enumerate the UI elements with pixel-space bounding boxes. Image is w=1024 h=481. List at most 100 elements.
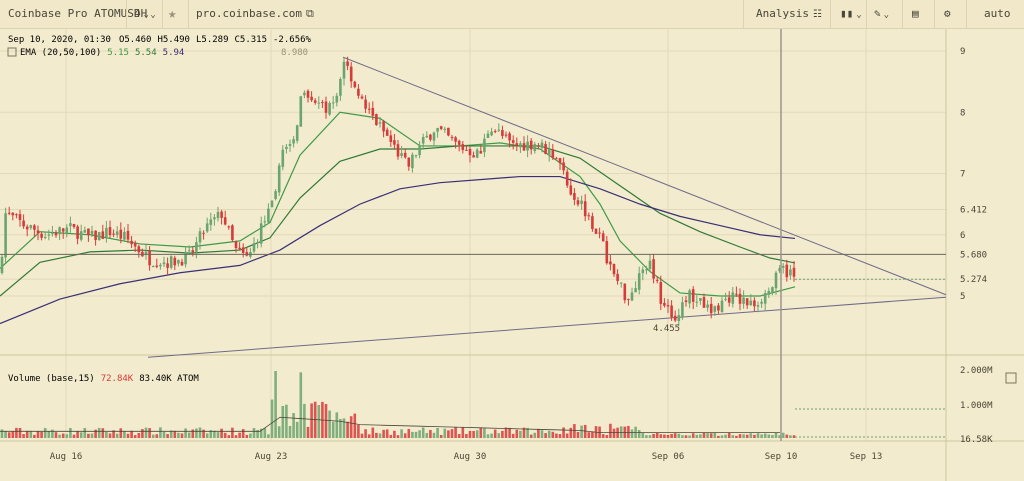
candle-body: [432, 132, 436, 141]
candle-body: [792, 267, 796, 277]
ema-toggle-icon[interactable]: [7, 47, 17, 57]
volume-bar: [684, 435, 688, 438]
settings-icon[interactable]: ⚙: [944, 7, 951, 20]
volume-bar: [259, 428, 263, 438]
symbol-label: Coinbase Pro ATOMUSD: [8, 7, 141, 20]
indicators-icon[interactable]: ▤: [912, 7, 919, 20]
candle-body: [90, 230, 94, 235]
candle-body: [547, 148, 551, 156]
candle-body: [522, 143, 526, 151]
volume-bar: [151, 434, 155, 438]
volume-bar: [648, 435, 652, 438]
candle-body: [367, 108, 371, 110]
candle-body: [256, 242, 259, 244]
volume-bar: [310, 403, 313, 438]
candle-body: [76, 226, 79, 239]
axes: 9 8 7 6.412 6 5.680 5.274 5 2.000M 1.000M 16.58K Au…: [50, 47, 993, 462]
volume-bar: [749, 433, 753, 438]
candle-body: [292, 139, 295, 144]
candle-body: [483, 138, 486, 153]
candles-icon: ▮▮: [840, 7, 854, 20]
candle-body: [493, 131, 497, 133]
candle-body: [342, 61, 346, 79]
candle-body: [414, 155, 418, 157]
volume-bar: [94, 429, 97, 438]
volume-bar: [241, 429, 245, 438]
volume-settings-icon[interactable]: [1005, 372, 1017, 384]
volume-bar: [429, 429, 432, 438]
volume-bar: [688, 435, 691, 438]
candle-body: [69, 223, 72, 227]
volume-bar: [205, 433, 209, 438]
volume-bar: [47, 431, 51, 438]
volume-bar: [490, 433, 493, 438]
volume-bar: [184, 428, 187, 438]
volume-bar: [407, 429, 411, 438]
candle-body: [173, 257, 177, 266]
candle-body: [385, 129, 389, 136]
candle-body: [627, 298, 630, 300]
volume-bar: [475, 430, 479, 438]
volume-bar: [468, 430, 472, 438]
candle-body: [303, 92, 306, 96]
scale-mode[interactable]: auto: [984, 7, 1011, 20]
volume-bar: [69, 428, 72, 438]
analysis-button[interactable]: Analysis ☷: [756, 0, 822, 28]
volume-bar: [493, 429, 497, 438]
candle-body: [609, 261, 612, 265]
candle-body: [634, 288, 637, 293]
price-tick-label: 8: [960, 108, 965, 118]
volume-bar: [18, 428, 22, 438]
volume-bar: [508, 427, 511, 438]
candle-body: [735, 293, 738, 295]
volume-bar: [465, 433, 468, 438]
candle-body: [767, 290, 771, 295]
volume-bar: [771, 435, 774, 438]
url-link[interactable]: pro.coinbase.com ⧉: [196, 0, 314, 28]
candle-body: [515, 143, 519, 146]
candle-body: [115, 231, 119, 236]
interval-selector[interactable]: 4H ⌄: [134, 0, 156, 28]
candle-body: [666, 305, 670, 307]
volume-bar: [299, 372, 303, 438]
candle-body: [763, 293, 767, 304]
candle-body: [119, 229, 123, 239]
candle-body: [4, 213, 7, 258]
date-tick-label: Aug 30: [454, 452, 487, 462]
price-chart[interactable]: 9 8 7 6.412 6 5.680 5.274 5 2.000M 1.000M 16.58K Au…: [0, 29, 1024, 481]
volume-bar: [375, 432, 378, 438]
volume-bar: [33, 434, 36, 438]
candle-body: [360, 96, 364, 99]
candle-body: [295, 125, 299, 141]
volume-bar: [105, 431, 108, 438]
candle-body: [130, 240, 133, 245]
volume-bar: [209, 430, 213, 438]
volume-bar: [612, 428, 616, 438]
candle-body: [87, 228, 90, 236]
price-tick-label: 6.412: [960, 206, 987, 216]
candle-body: [151, 265, 155, 267]
volume-bar: [511, 433, 515, 438]
candle-body: [450, 136, 454, 138]
volume-bar: [396, 435, 400, 438]
volume-bar: [609, 423, 612, 438]
volume-bar: [7, 432, 11, 438]
candle-body: [51, 232, 54, 234]
volume-bar: [141, 429, 144, 438]
candle-body: [781, 265, 785, 268]
volume-bar: [540, 430, 544, 438]
bar-style-button[interactable]: ▮▮ ⌄: [840, 0, 862, 28]
star-icon[interactable]: ★: [168, 6, 177, 22]
volume-bar: [234, 435, 238, 438]
legend-date: Sep 10, 2020, 01:30 O5.460 H5.490 L5.289 C5.…: [8, 35, 312, 45]
volume-bar: [529, 434, 533, 438]
draw-button[interactable]: ✎ ⌄: [874, 0, 889, 28]
volume-bar: [155, 434, 159, 438]
candle-body: [15, 214, 18, 216]
volume-bar: [421, 427, 425, 438]
analysis-label: Analysis: [756, 7, 809, 20]
volume-bar: [652, 433, 655, 438]
volume-bar: [360, 433, 364, 438]
symbol-selector[interactable]: Coinbase Pro ATOMUSD ⌄: [8, 0, 149, 28]
volume-bar: [547, 430, 551, 438]
